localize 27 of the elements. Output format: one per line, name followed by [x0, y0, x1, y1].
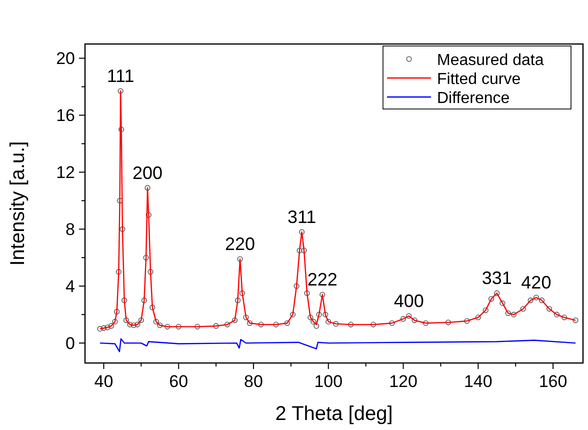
- y-tick-label: 20: [56, 49, 75, 68]
- annotation: 420: [521, 272, 552, 292]
- annotation: 400: [394, 291, 424, 312]
- x-tick-label: 120: [389, 372, 418, 391]
- legend-label: Difference: [437, 90, 510, 107]
- y-tick-label: 0: [66, 334, 75, 354]
- x-tick-label: 100: [314, 372, 343, 391]
- annotation: 331: [482, 268, 512, 288]
- annotation: 111: [106, 66, 134, 86]
- line-series: [99, 338, 576, 352]
- legend-label: Fitted curve: [437, 71, 521, 88]
- y-axis-title: Intensity [a.u.]: [7, 141, 29, 266]
- y-tick-label: 16: [56, 106, 75, 126]
- x-tick-label: 60: [169, 372, 188, 391]
- x-tick-label: 80: [244, 372, 263, 391]
- y-tick-label: 4: [66, 277, 75, 296]
- x-tick-label: 160: [538, 372, 568, 391]
- annotation: 200: [132, 162, 163, 183]
- y-tick-label: 8: [66, 220, 75, 240]
- x-tick-label: 140: [464, 372, 492, 391]
- legend-label: Measured data: [437, 52, 544, 69]
- x-axis-title: 2 Theta [deg]: [275, 403, 393, 425]
- annotation: 311: [287, 206, 316, 227]
- annotation: 220: [224, 234, 256, 254]
- x-tick-label: 40: [94, 372, 114, 391]
- y-tick-label: 12: [56, 163, 75, 182]
- annotation: 222: [307, 270, 338, 290]
